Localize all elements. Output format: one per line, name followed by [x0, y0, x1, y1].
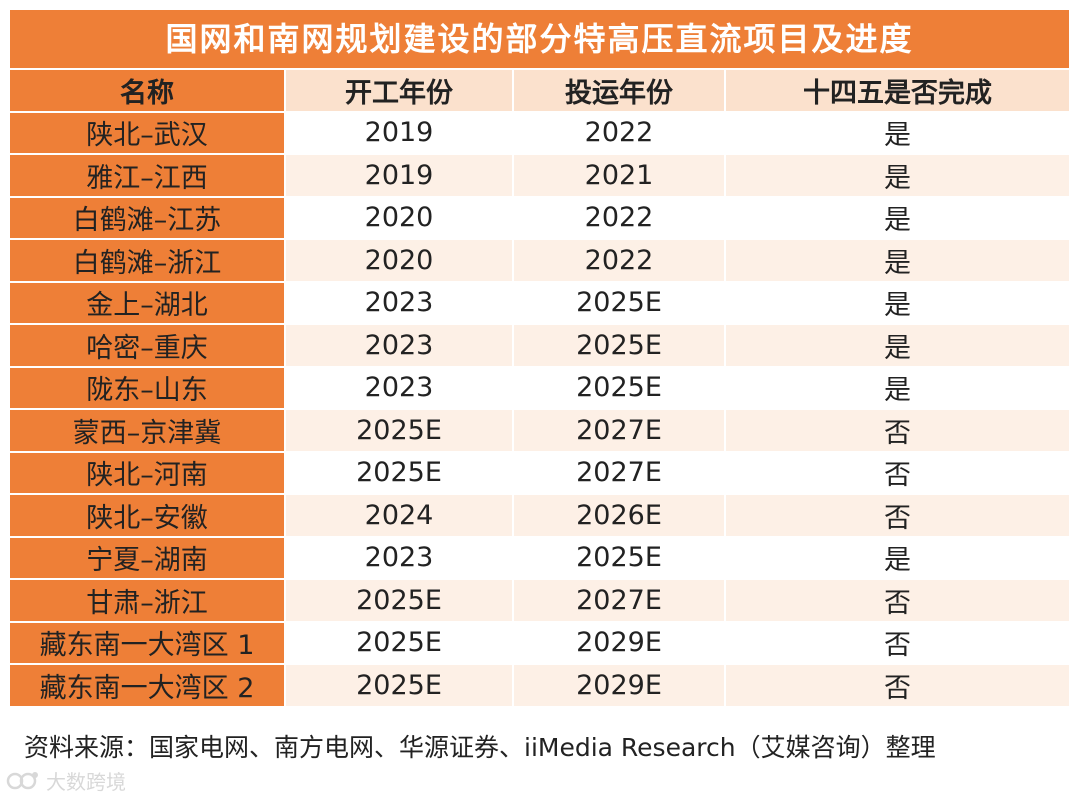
cell-start-year: 2025E — [286, 410, 514, 451]
table-row: 白鹤滩–江苏 2020 2022 是 — [10, 197, 1069, 238]
cell-name: 宁夏–湖南 — [10, 537, 286, 578]
cell-completed: 否 — [726, 410, 1069, 451]
cell-operation-year: 2025E — [514, 282, 726, 323]
cell-name: 金上–湖北 — [10, 282, 286, 323]
table-row: 雅江–江西 2019 2021 是 — [10, 155, 1069, 196]
cell-start-year: 2023 — [286, 367, 514, 408]
cell-completed: 是 — [726, 112, 1069, 153]
cell-name: 陇东–山东 — [10, 367, 286, 408]
table-frame: 国网和南网规划建设的部分特高压直流项目及进度 名称 开工年份 投运年份 十四五是… — [10, 10, 1069, 708]
table-row: 白鹤滩–浙江 2020 2022 是 — [10, 240, 1069, 281]
table-row: 藏东南一大湾区 2 2025E 2029E 否 — [10, 665, 1069, 706]
cell-start-year: 2024 — [286, 495, 514, 536]
table-row: 金上–湖北 2023 2025E 是 — [10, 282, 1069, 323]
cell-start-year: 2025E — [286, 622, 514, 663]
cell-operation-year: 2022 — [514, 240, 726, 281]
cell-operation-year: 2027E — [514, 580, 726, 621]
cell-completed: 否 — [726, 580, 1069, 621]
cell-completed: 否 — [726, 452, 1069, 493]
watermark: 大数跨境 — [6, 766, 126, 795]
cell-name: 雅江–江西 — [10, 155, 286, 196]
cell-start-year: 2025E — [286, 665, 514, 706]
table-row: 陇东–山东 2023 2025E 是 — [10, 367, 1069, 408]
cell-operation-year: 2029E — [514, 665, 726, 706]
cell-completed: 是 — [726, 367, 1069, 408]
table-row: 宁夏–湖南 2023 2025E 是 — [10, 537, 1069, 578]
table-row: 哈密–重庆 2023 2025E 是 — [10, 325, 1069, 366]
cell-name: 陕北–河南 — [10, 452, 286, 493]
cell-start-year: 2020 — [286, 197, 514, 238]
cell-name: 藏东南一大湾区 2 — [10, 665, 286, 706]
cell-completed: 是 — [726, 282, 1069, 323]
watermark-logo-icon — [6, 771, 38, 789]
cell-completed: 否 — [726, 495, 1069, 536]
cell-start-year: 2025E — [286, 580, 514, 621]
source-note: 资料来源：国家电网、南方电网、华源证券、iiMedia Research（艾媒咨… — [24, 733, 936, 762]
cell-name: 藏东南一大湾区 1 — [10, 622, 286, 663]
cell-operation-year: 2025E — [514, 367, 726, 408]
cell-name: 白鹤滩–江苏 — [10, 197, 286, 238]
cell-start-year: 2023 — [286, 282, 514, 323]
table-row: 陕北–武汉 2019 2022 是 — [10, 112, 1069, 153]
cell-operation-year: 2029E — [514, 622, 726, 663]
table-body: 陕北–武汉 2019 2022 是雅江–江西 2019 2021 是白鹤滩–江苏 2020 20… — [10, 112, 1069, 706]
cell-start-year: 2019 — [286, 112, 514, 153]
cell-completed: 否 — [726, 622, 1069, 663]
cell-name: 蒙西–京津冀 — [10, 410, 286, 451]
table-row: 藏东南一大湾区 1 2025E 2029E 否 — [10, 622, 1069, 663]
cell-start-year: 2020 — [286, 240, 514, 281]
cell-operation-year: 2026E — [514, 495, 726, 536]
cell-operation-year: 2021 — [514, 155, 726, 196]
cell-completed: 是 — [726, 325, 1069, 366]
cell-operation-year: 2027E — [514, 452, 726, 493]
table-row: 陕北–河南 2025E 2027E 否 — [10, 452, 1069, 493]
cell-completed: 是 — [726, 537, 1069, 578]
cell-operation-year: 2022 — [514, 112, 726, 153]
header-completed: 十四五是否完成 — [726, 70, 1069, 111]
cell-name: 陕北–安徽 — [10, 495, 286, 536]
table-row: 陕北–安徽 2024 2026E 否 — [10, 495, 1069, 536]
table-title: 国网和南网规划建设的部分特高压直流项目及进度 — [10, 10, 1069, 68]
cell-completed: 是 — [726, 155, 1069, 196]
header-name: 名称 — [10, 70, 286, 111]
data-table: 名称 开工年份 投运年份 十四五是否完成 陕北–武汉 2019 2022 是雅江–江西… — [10, 68, 1069, 708]
cell-name: 白鹤滩–浙江 — [10, 240, 286, 281]
cell-operation-year: 2027E — [514, 410, 726, 451]
cell-operation-year: 2022 — [514, 197, 726, 238]
cell-start-year: 2023 — [286, 537, 514, 578]
cell-start-year: 2023 — [286, 325, 514, 366]
table-row: 甘肃–浙江 2025E 2027E 否 — [10, 580, 1069, 621]
cell-completed: 是 — [726, 240, 1069, 281]
header-row: 名称 开工年份 投运年份 十四五是否完成 — [10, 70, 1069, 111]
cell-name: 哈密–重庆 — [10, 325, 286, 366]
cell-start-year: 2019 — [286, 155, 514, 196]
cell-name: 陕北–武汉 — [10, 112, 286, 153]
cell-completed: 是 — [726, 197, 1069, 238]
cell-start-year: 2025E — [286, 452, 514, 493]
cell-name: 甘肃–浙江 — [10, 580, 286, 621]
cell-operation-year: 2025E — [514, 537, 726, 578]
header-start-year: 开工年份 — [286, 70, 514, 111]
watermark-text: 大数跨境 — [46, 770, 126, 794]
header-operation-year: 投运年份 — [514, 70, 726, 111]
table-row: 蒙西–京津冀 2025E 2027E 否 — [10, 410, 1069, 451]
cell-operation-year: 2025E — [514, 325, 726, 366]
cell-completed: 否 — [726, 665, 1069, 706]
